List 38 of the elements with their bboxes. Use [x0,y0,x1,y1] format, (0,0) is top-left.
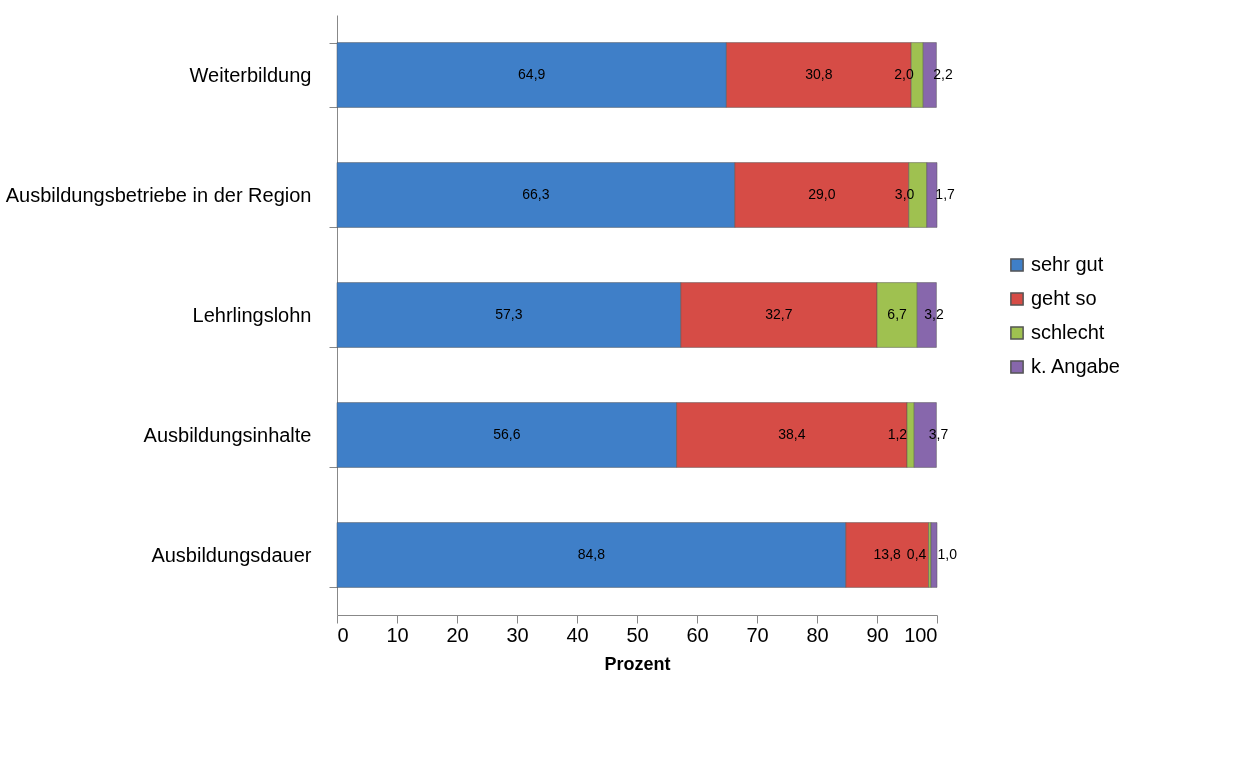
x-tick-label: 60 [686,623,709,646]
x-tick-label: 0 [337,623,349,646]
x-tick-label: 30 [506,623,529,646]
data-label: 38,4 [778,426,806,442]
y-tick-label: Ausbildungsbetriebe in der Region [5,183,312,206]
x-tick-label: 40 [566,623,589,646]
x-tick-label: 90 [866,623,889,646]
data-label: 30,8 [805,66,833,82]
y-tick-label: Weiterbildung [189,63,312,86]
data-label: 1,2 [887,426,908,442]
data-label: 29,0 [808,186,836,202]
y-tick-label: Ausbildungsdauer [151,543,312,566]
y-tick-label: Ausbildungsinhalte [143,423,312,446]
data-label: 13,8 [873,546,902,562]
x-tick-label: 70 [746,623,769,646]
data-label: 6,7 [887,306,908,322]
data-label: 2,0 [894,66,914,82]
bar [930,522,938,588]
x-axis-title: Prozent [604,653,671,674]
legend-label: schlecht [1031,321,1105,343]
data-label: 64,9 [518,66,546,82]
x-tick-label: 50 [626,623,649,646]
data-label: 56,6 [493,426,521,442]
x-tick-label: 10 [386,623,409,646]
x-tick-label: 80 [806,623,829,646]
data-label: 32,7 [765,306,793,322]
data-label: 1,0 [937,546,958,562]
legend-label: sehr gut [1031,253,1104,275]
data-label: 3,0 [894,186,915,202]
data-label: 0,4 [906,546,927,562]
data-label: 57,3 [495,306,523,322]
data-label: 84,8 [577,546,606,562]
legend-label: geht so [1031,287,1097,309]
y-tick-label: Lehrlingslohn [192,303,312,326]
x-tick-label: 20 [446,623,469,646]
legend-label: k. Angabe [1031,355,1120,377]
x-tick-label: 100 [904,623,938,646]
data-label: 66,3 [522,186,550,202]
